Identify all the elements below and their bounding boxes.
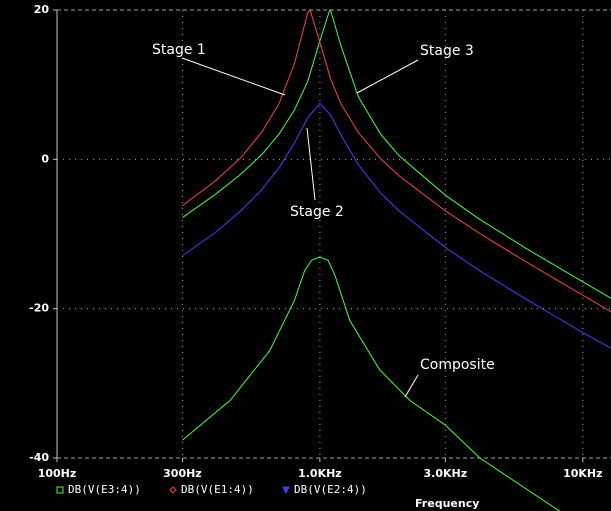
annotation: Stage 3 <box>420 43 474 59</box>
y-tick-label: -40 <box>29 451 49 464</box>
series-line <box>182 256 560 511</box>
annotation-pointer <box>181 57 286 96</box>
x-axis-label: Frequency <box>415 497 479 510</box>
y-tick-label: 0 <box>41 152 49 165</box>
annotation: Composite <box>420 357 495 373</box>
series-line <box>182 9 611 313</box>
y-tick-label: -20 <box>29 302 49 315</box>
x-tick-label: 3.0KHz <box>424 467 468 480</box>
x-tick-label: 1.0KHz <box>298 467 342 480</box>
y-tick-label: 20 <box>34 3 50 16</box>
series-line <box>182 102 611 349</box>
annotation-pointer <box>306 127 316 201</box>
x-tick-label: 10KHz <box>563 467 602 480</box>
legend-marker <box>169 486 177 494</box>
grid <box>53 9 611 462</box>
legend: DB(V(E3:4)) DB(V(E1:4)) DB(V(E2:4)) <box>56 483 367 496</box>
legend-label: DB(V(E1:4)) <box>181 483 254 496</box>
plot-lines <box>182 9 611 511</box>
legend-label: DB(V(E2:4)) <box>294 483 367 496</box>
annotation-pointer <box>356 59 419 94</box>
series-line <box>182 9 611 299</box>
x-tick-label: 300Hz <box>163 467 202 480</box>
legend-label: DB(V(E3:4)) <box>68 483 141 496</box>
legend-marker <box>56 486 64 494</box>
legend-marker <box>282 486 290 495</box>
annotation-pointer <box>404 374 419 398</box>
x-tick-label: 100Hz <box>38 467 77 480</box>
annotation: Stage 2 <box>290 204 344 220</box>
annotation: Stage 1 <box>152 42 206 58</box>
